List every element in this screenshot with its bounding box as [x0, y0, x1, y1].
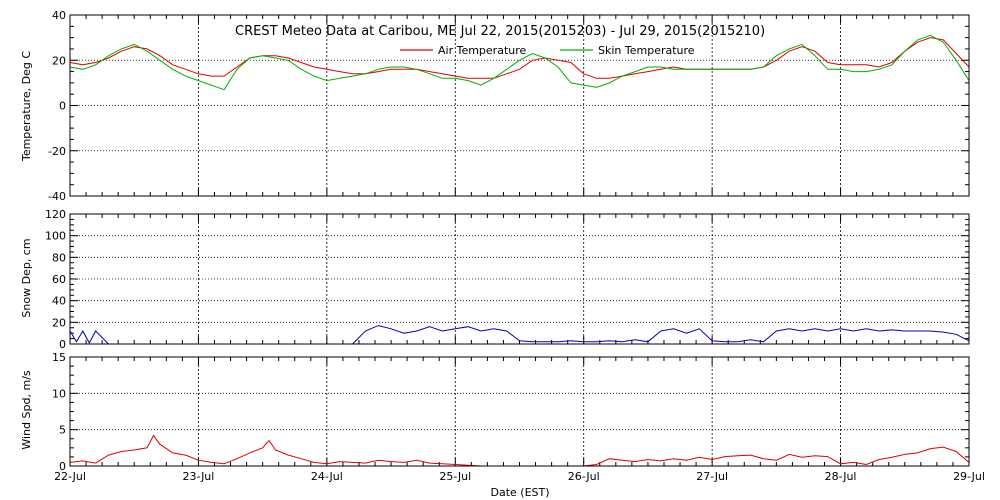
snow-depth-y-tick-label: 0: [59, 338, 66, 351]
snow-depth-y-tick-label: 100: [45, 230, 66, 243]
x-tick-label: 29-Jul: [953, 470, 985, 483]
temperature-series-air-temperature-line: [69, 37, 970, 79]
chart-panels: -40 -20 0 20 40 0 20 40 60 80 100 120 0 5 10 15 22-Jul 23…: [45, 9, 985, 483]
snow-depth-plot-frame: [69, 213, 970, 345]
legend: Air Temperature Skin Temperature: [400, 44, 695, 57]
x-tick-label: 25-Jul: [439, 470, 471, 483]
snow-depth-y-tick-label: 120: [45, 208, 66, 221]
wind-speed-plot-frame: [69, 356, 970, 467]
x-axis-label: Date (EST): [490, 486, 549, 499]
wind-speed-y-tick-label: 0: [59, 460, 66, 473]
snow-depth-y-tick-label: 20: [52, 316, 66, 329]
x-tick-label: 27-Jul: [696, 470, 728, 483]
temperature-y-tick-label: 20: [52, 54, 66, 67]
snow-depth-panel: 0 20 40 60 80 100 120: [45, 208, 970, 351]
x-tick-label: 23-Jul: [182, 470, 214, 483]
temperature-panel: -40 -20 0 20 40: [48, 9, 970, 203]
temperature-y-tick-label: -40: [48, 190, 66, 203]
x-tick-label: 26-Jul: [568, 470, 600, 483]
wind-speed-y-tick-label: 5: [59, 424, 66, 437]
wind-speed-series-0-line: [69, 434, 970, 467]
x-tick-label: 24-Jul: [311, 470, 343, 483]
wind-speed-y-tick-label: 15: [52, 351, 66, 364]
x-tick-label: 22-Jul: [54, 470, 86, 483]
temperature-plot-frame: [69, 14, 970, 197]
temperature-axis-label: Temperature, Deg C: [20, 51, 33, 162]
temperature-y-tick-label: -20: [48, 145, 66, 158]
wind-speed-axis-label: Wind Spd, m/s: [20, 370, 33, 450]
legend-label-air: Air Temperature: [438, 44, 527, 57]
temperature-y-tick-label: 0: [59, 100, 66, 113]
snow-depth-y-tick-label: 80: [52, 251, 66, 264]
temperature-y-tick-label: 40: [52, 9, 66, 22]
temperature-series-skin-temperature-line: [69, 34, 970, 91]
snow-depth-y-tick-label: 40: [52, 295, 66, 308]
x-tick-label: 28-Jul: [825, 470, 857, 483]
snow-depth-y-tick-label: 60: [52, 273, 66, 286]
snow-depth-axis-label: Snow Dep, cm: [20, 238, 33, 317]
chart-title: CREST Meteo Data at Caribou, ME Jul 22, …: [235, 24, 765, 39]
snow-depth-series-0-line: [69, 325, 970, 345]
legend-label-skin: Skin Temperature: [598, 44, 695, 57]
wind-speed-panel: 0 5 10 15 22-Jul 23-Jul 24-Jul 25-Jul 26-Jul 27-J…: [52, 351, 985, 483]
wind-speed-y-tick-label: 10: [52, 387, 66, 400]
